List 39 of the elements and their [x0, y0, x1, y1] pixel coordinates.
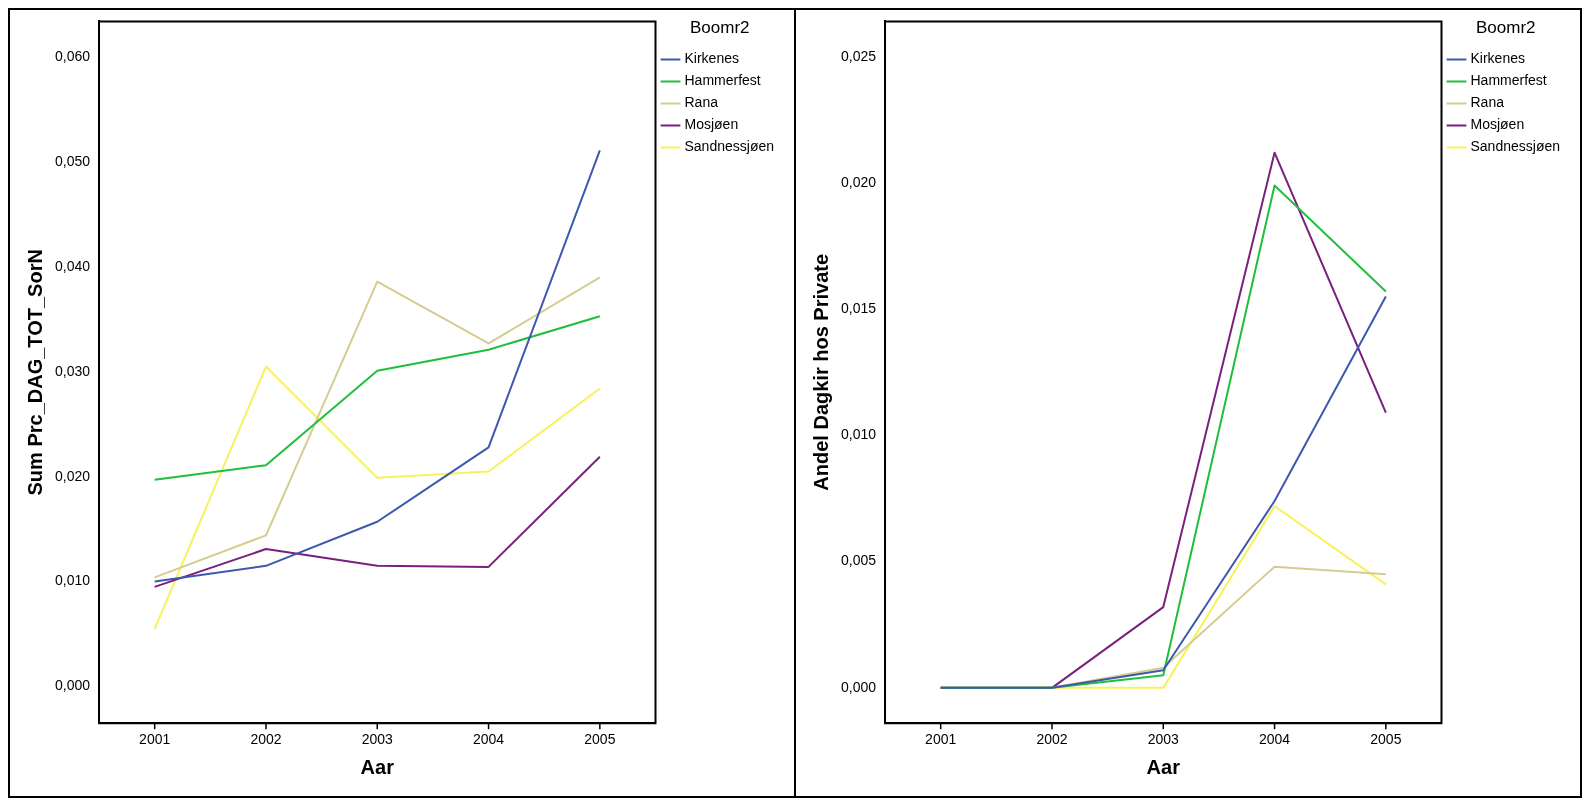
x-tick-label: 2003	[361, 731, 394, 748]
x-tick-label: 2002	[1036, 731, 1068, 748]
y-tick-label: 0,015	[840, 300, 877, 317]
x-tick-label: 2003	[1147, 731, 1180, 748]
y-tick-label: 0,040	[54, 257, 91, 274]
legend-label: Mosjøen	[684, 116, 739, 133]
legend-label: Hammerfest	[684, 72, 761, 89]
x-axis-title: Aar	[360, 755, 395, 778]
y-axis-title: Sum Prc_DAG_TOT_SorN	[23, 249, 46, 496]
y-tick-label: 0,000	[840, 678, 877, 695]
legend-title: Boomr2	[689, 18, 750, 38]
y-tick-label: 0,005	[840, 552, 877, 569]
x-axis-title: Aar	[1146, 755, 1181, 778]
y-tick-label: 0,060	[54, 47, 91, 64]
x-tick-label: 2004	[472, 731, 505, 748]
legend-title: Boomr2	[1475, 18, 1536, 38]
x-tick-label: 2002	[250, 731, 282, 748]
y-tick-label: 0,010	[840, 426, 877, 443]
x-tick-label: 2004	[1258, 731, 1291, 748]
legend-label: Kirkenes	[1470, 50, 1525, 67]
x-tick-label: 2001	[925, 731, 957, 748]
x-tick-label: 2001	[139, 731, 171, 748]
legend-label: Hammerfest	[1470, 72, 1547, 89]
y-tick-label: 0,000	[54, 677, 91, 694]
legend-label: Sandnessjøen	[684, 138, 775, 155]
x-tick-label: 2005	[1370, 731, 1402, 748]
y-axis-title: Andel Dagkir hos Private	[809, 253, 832, 491]
y-tick-label: 0,020	[840, 173, 877, 190]
y-tick-label: 0,025	[840, 47, 877, 64]
legend-label: Kirkenes	[684, 50, 739, 67]
x-tick-label: 2005	[584, 731, 616, 748]
y-tick-label: 0,010	[54, 572, 91, 589]
legend-label: Rana	[1470, 94, 1505, 111]
y-tick-label: 0,030	[54, 362, 91, 379]
y-tick-label: 0,050	[54, 152, 91, 169]
legend-label: Rana	[684, 94, 719, 111]
y-tick-label: 0,020	[54, 467, 91, 484]
legend-label: Mosjøen	[1470, 116, 1525, 133]
legend-label: Sandnessjøen	[1470, 138, 1561, 155]
